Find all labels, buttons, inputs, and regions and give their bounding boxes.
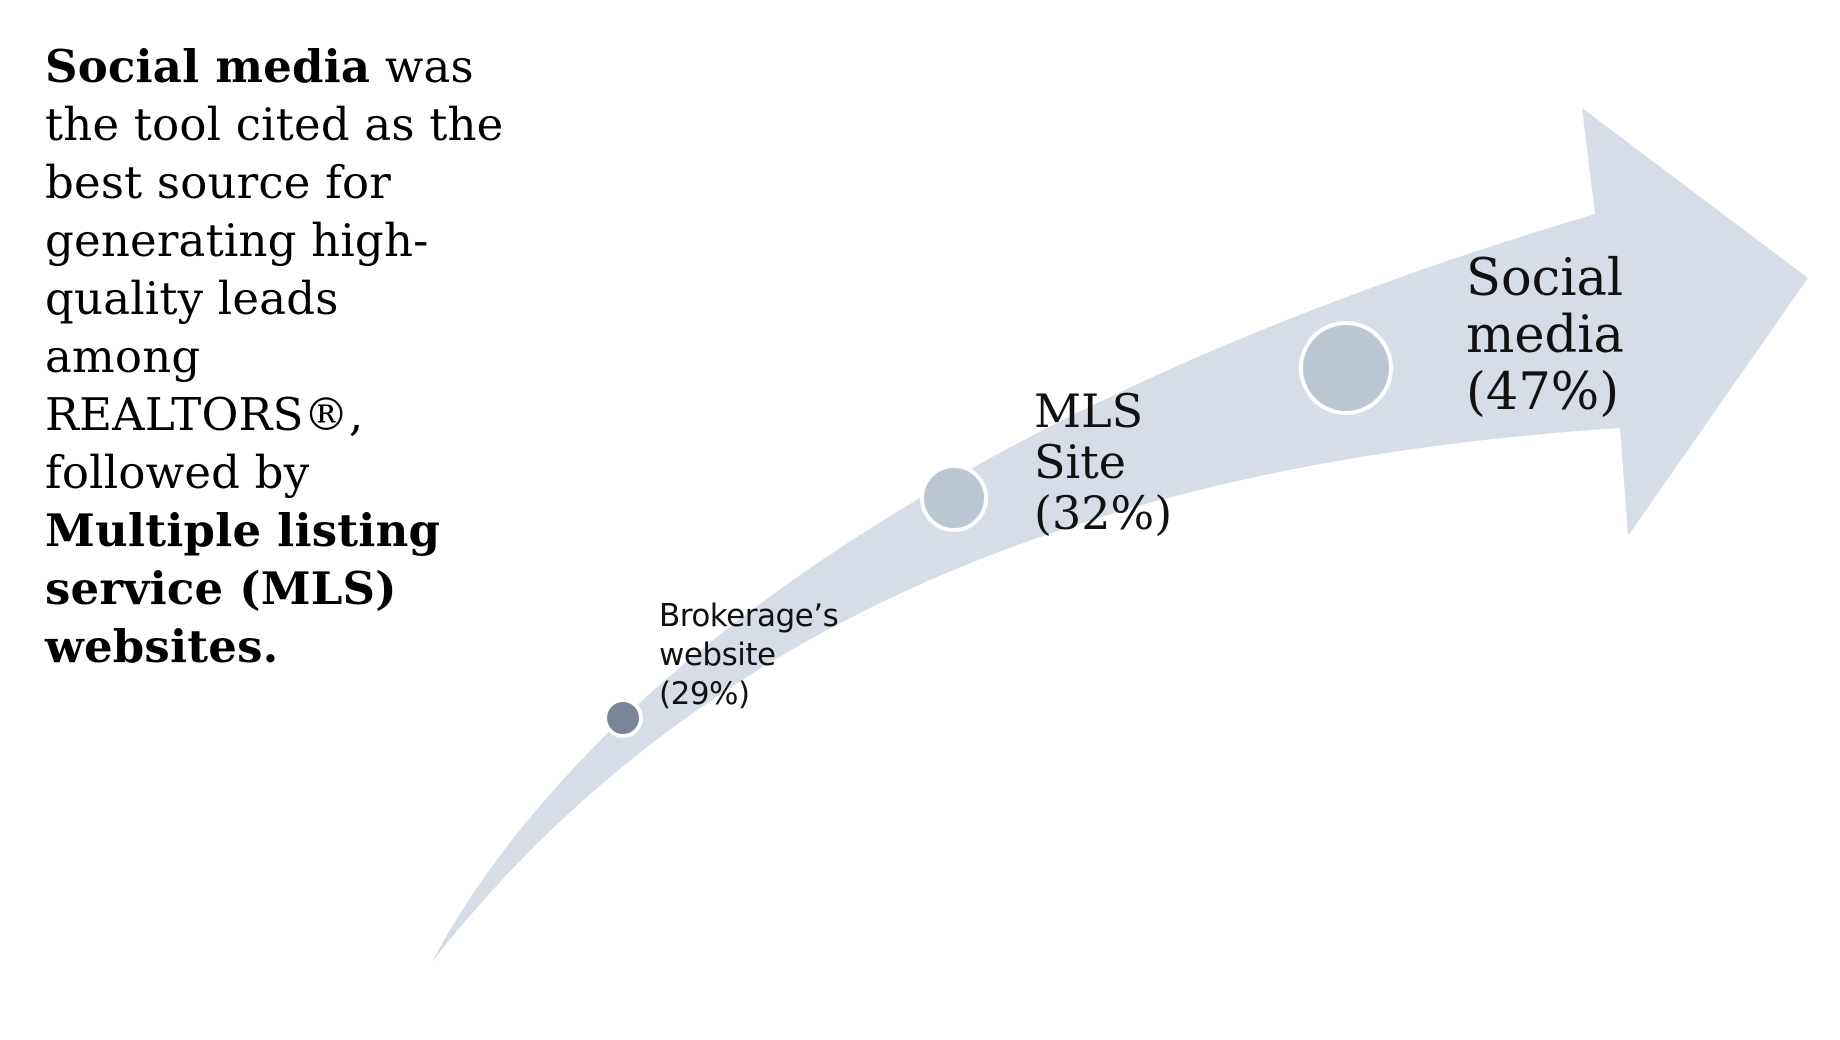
marker-mls [920,464,988,532]
step-social-line2: media [1466,306,1624,365]
step-label-social: Social media (47%) [1466,250,1624,421]
step-label-brokerage: Brokerage’s website (29%) [659,597,839,714]
intro-middle: was the tool cited as the best source fo… [45,40,504,499]
curved-arrow [432,108,1808,962]
step-brokerage-line1: Brokerage’s [659,598,839,634]
step-social-line1: Social [1466,249,1624,308]
step-social-line3: (47%) [1466,363,1620,422]
step-mls-line1: MLS [1034,384,1144,438]
marker-social [1299,321,1393,415]
step-mls-line2: Site [1034,435,1126,489]
intro-lead-bold: Social media [45,40,371,93]
step-label-mls: MLS Site (32%) [1034,386,1172,539]
intro-text: Social media was the tool cited as the b… [45,38,505,676]
marker-brokerage [603,698,643,738]
step-brokerage-line2: website [659,637,776,673]
step-mls-line3: (32%) [1034,486,1173,540]
intro-tail-bold: Multiple listing service (MLS) websites. [45,504,441,673]
step-brokerage-line3: (29%) [659,676,750,712]
